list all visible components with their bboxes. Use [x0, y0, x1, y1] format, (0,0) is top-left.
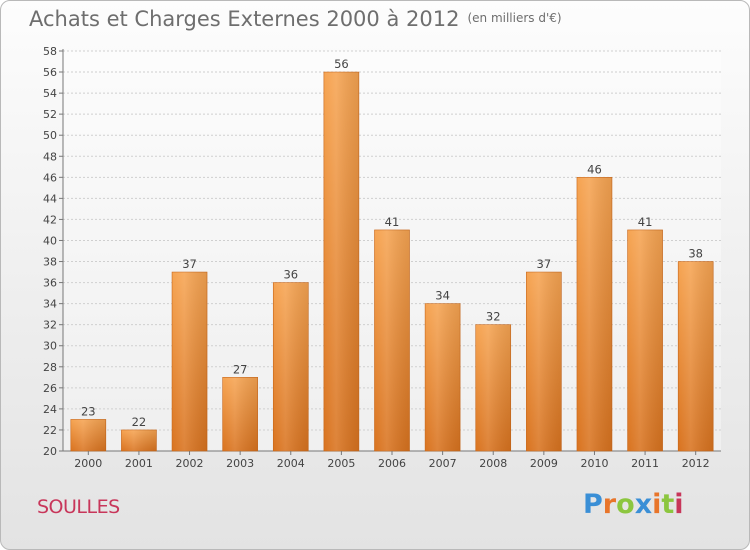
data-label: 32	[486, 310, 501, 324]
logo-letter: P	[583, 489, 603, 520]
x-tick-label: 2004	[277, 457, 305, 470]
y-tick-label: 34	[43, 298, 57, 311]
x-tick-label: 2006	[378, 457, 406, 470]
y-tick-label: 20	[43, 445, 57, 458]
data-label: 37	[537, 257, 552, 271]
x-tick-label: 2007	[429, 457, 457, 470]
bar-shine	[425, 303, 461, 451]
y-tick-label: 32	[43, 319, 57, 332]
data-label: 41	[638, 215, 653, 229]
bar-shine	[475, 324, 511, 451]
bar-shine	[273, 282, 309, 451]
y-tick-label: 50	[43, 129, 57, 142]
y-tick-label: 52	[43, 108, 57, 121]
data-label: 56	[334, 57, 349, 71]
y-tick-label: 48	[43, 150, 57, 163]
data-label: 34	[435, 289, 450, 303]
x-tick-label: 2001	[125, 457, 153, 470]
data-label: 38	[688, 247, 703, 261]
chart-title: Achats et Charges Externes 2000 à 2012 (e…	[29, 7, 562, 31]
y-tick-label: 46	[43, 171, 57, 184]
data-label: 22	[132, 415, 147, 429]
bar-shine	[678, 261, 714, 451]
bar-shine	[374, 229, 410, 451]
bar-shine	[526, 272, 562, 451]
y-tick-label: 22	[43, 424, 57, 437]
logo-letter: r	[602, 489, 617, 520]
y-tick-label: 24	[43, 403, 57, 416]
x-tick-label: 2000	[74, 457, 102, 470]
y-tick-label: 42	[43, 213, 57, 226]
y-tick-label: 40	[43, 234, 57, 247]
bar-shine	[70, 419, 106, 451]
plot-area: 20 22 24 26 28 30 32 34 36 38 40 42 44 46 48 50 52 54 56 58…	[43, 45, 721, 470]
data-label: 23	[81, 404, 96, 418]
proxiti-logo: Proxiti	[583, 489, 684, 520]
data-label: 27	[233, 362, 248, 376]
x-tick-label: 2010	[580, 457, 608, 470]
bar-shine	[576, 177, 612, 451]
y-tick-label: 58	[43, 45, 57, 58]
logo-letter: i	[652, 489, 662, 520]
x-tick-label: 2002	[176, 457, 204, 470]
y-tick-label: 56	[43, 66, 57, 79]
y-tick-label: 38	[43, 256, 57, 269]
title-text: Achats et Charges Externes 2000 à 2012	[29, 7, 460, 31]
bar-shine	[323, 72, 359, 451]
data-label: 36	[283, 268, 298, 282]
data-label: 41	[385, 215, 400, 229]
bar-shine	[121, 429, 157, 451]
chart-subtitle: (en milliers d'€)	[467, 11, 562, 25]
bar-shine	[627, 229, 663, 451]
y-tick-label: 36	[43, 277, 57, 290]
bar-shine	[172, 272, 208, 451]
data-label: 37	[182, 257, 197, 271]
place-name: SOULLES	[37, 496, 120, 518]
data-label: 46	[587, 162, 602, 176]
y-tick-label: 30	[43, 340, 57, 353]
logo-letter: o	[616, 489, 635, 520]
x-tick-label: 2008	[479, 457, 507, 470]
x-tick-label: 2005	[327, 457, 355, 470]
y-tick-label: 26	[43, 382, 57, 395]
x-tick-label: 2011	[631, 457, 659, 470]
bar-shine	[222, 377, 258, 451]
x-tick-label: 2012	[682, 457, 710, 470]
x-tick-label: 2003	[226, 457, 254, 470]
x-tick-label: 2009	[530, 457, 558, 470]
y-tick-label: 28	[43, 361, 57, 374]
y-tick-label: 54	[43, 87, 57, 100]
logo-letter: t	[661, 489, 675, 520]
logo-letter: x	[634, 489, 653, 520]
y-tick-label: 44	[43, 192, 57, 205]
logo-letter: i	[674, 489, 684, 520]
